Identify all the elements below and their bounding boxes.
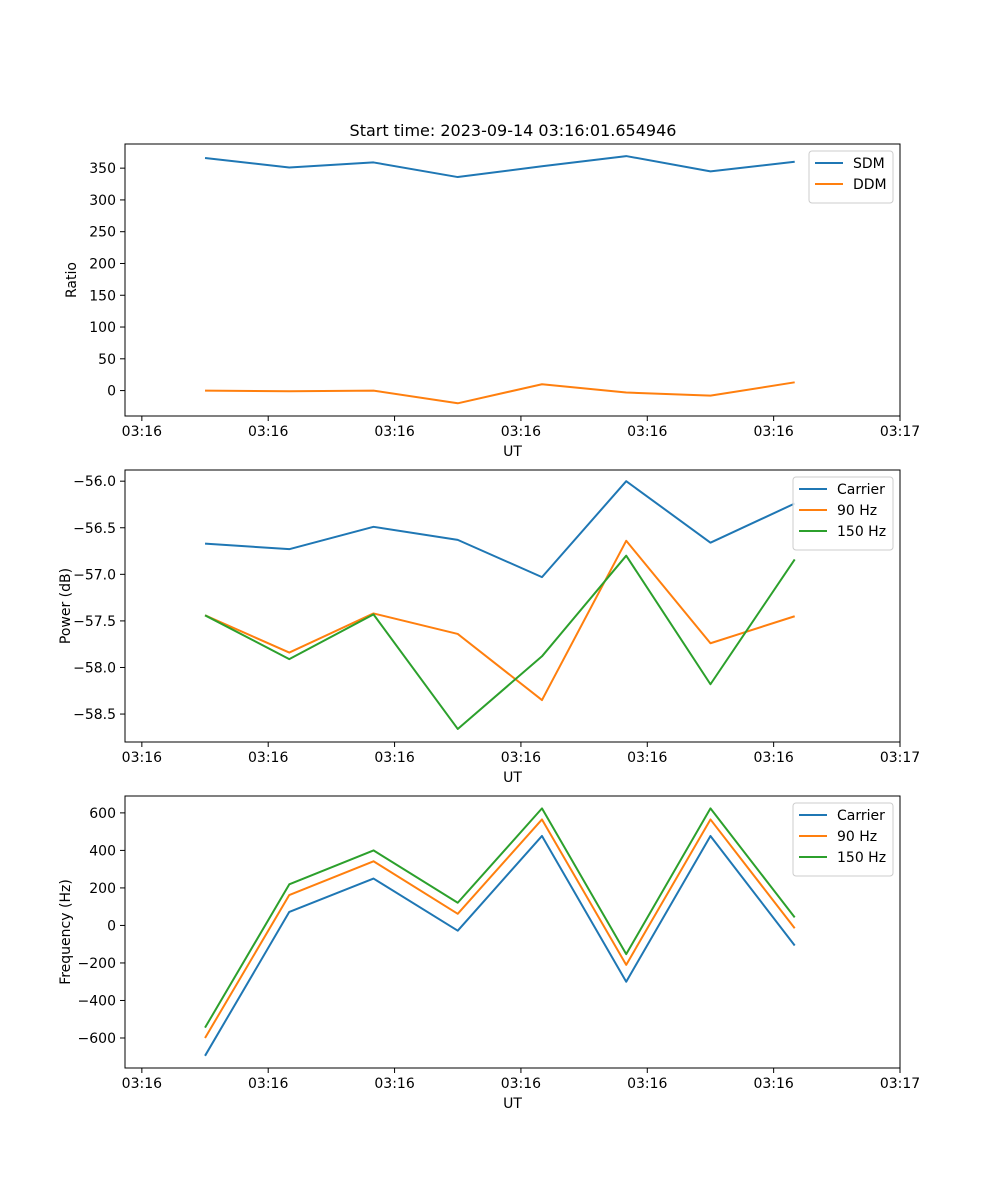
- ratio-y-tick-label: 0: [107, 384, 116, 400]
- frequency-panel: 03:16 03:16 03:16 03:16 03:16 03:16 03:17 −600 −…: [58, 795, 920, 1112]
- frequency-y-tick-label: −600: [78, 1031, 116, 1047]
- power-series-90-hz-line: [204, 539, 796, 702]
- ratio-legend-label-sdm: SDM: [853, 156, 885, 172]
- power-x-tick-label: 03:17: [880, 750, 920, 766]
- frequency-axes-frame: [124, 795, 901, 1069]
- ratio-series-sdm-line: [204, 155, 795, 179]
- frequency-x-tick-label: 03:16: [374, 1076, 414, 1092]
- ratio-x-axis-label: UT: [503, 444, 522, 460]
- power-y-tick-label: −56.5: [73, 521, 116, 537]
- frequency-x-tick-label: 03:16: [627, 1076, 667, 1092]
- frequency-y-tick-label: 600: [89, 806, 116, 822]
- ratio-y-tick-label: 50: [98, 352, 116, 368]
- frequency-x-tick-label: 03:16: [501, 1076, 541, 1092]
- power-y-tick-label: −58.5: [73, 707, 116, 723]
- frequency-y-tick-label: 0: [107, 918, 116, 934]
- ratio-y-tick-label: 250: [89, 225, 116, 241]
- power-legend-label-90-hz: 90 Hz: [837, 503, 877, 519]
- power-series-150-hz-line: [204, 554, 796, 730]
- frequency-x-tick-label: 03:16: [122, 1076, 162, 1092]
- frequency-y-tick-label: 400: [89, 843, 116, 859]
- ratio-axes-frame: [124, 143, 901, 417]
- frequency-series-90-hz-line: [204, 818, 796, 1039]
- power-x-tick-label: 03:16: [627, 750, 667, 766]
- frequency-y-axis-label: Frequency (Hz): [58, 879, 74, 985]
- power-x-tick-label: 03:16: [501, 750, 541, 766]
- power-y-tick-label: −57.5: [73, 614, 116, 630]
- frequency-x-axis-label: UT: [503, 1096, 522, 1112]
- ratio-y-tick-label: 350: [89, 161, 116, 177]
- frequency-x-tick-label: 03:16: [248, 1076, 288, 1092]
- ratio-y-axis-label: Ratio: [64, 262, 80, 298]
- ratio-series-ddm-line: [205, 381, 795, 405]
- power-series-carrier-line: [204, 480, 796, 579]
- ratio-panel: 03:16 03:16 03:16 03:16 03:16 03:16 03:17 0 50 10…: [64, 143, 920, 460]
- ratio-y-tick-label: 150: [89, 288, 116, 304]
- ratio-x-tick-label: 03:17: [880, 424, 920, 440]
- power-axes-frame: [124, 469, 901, 743]
- power-x-tick-label: 03:16: [248, 750, 288, 766]
- power-y-tick-label: −56.0: [73, 474, 116, 490]
- ratio-y-tick-label: 200: [89, 256, 116, 272]
- power-legend-label-carrier: Carrier: [837, 482, 885, 498]
- ratio-legend-label-ddm: DDM: [853, 177, 887, 193]
- power-x-tick-label: 03:16: [753, 750, 793, 766]
- power-y-tick-label: −58.0: [73, 660, 116, 676]
- power-legend-label-150-hz: 150 Hz: [837, 524, 886, 540]
- power-x-tick-label: 03:16: [122, 750, 162, 766]
- ratio-x-tick-label: 03:16: [753, 424, 793, 440]
- ratio-x-tick-label: 03:16: [374, 424, 414, 440]
- frequency-legend-label-150-hz: 150 Hz: [837, 850, 886, 866]
- frequency-x-tick-label: 03:16: [753, 1076, 793, 1092]
- power-x-axis-label: UT: [503, 770, 522, 786]
- ratio-y-tick-label: 100: [89, 320, 116, 336]
- ratio-y-tick-label: 300: [89, 193, 116, 209]
- power-y-tick-label: −57.0: [73, 567, 116, 583]
- frequency-y-tick-label: −200: [78, 956, 116, 972]
- frequency-series-carrier-line: [204, 834, 796, 1057]
- frequency-x-tick-label: 03:17: [880, 1076, 920, 1092]
- power-panel: 03:16 03:16 03:16 03:16 03:16 03:16 03:17 −58.5…: [58, 469, 920, 786]
- frequency-series-150-hz-line: [204, 807, 796, 1029]
- ratio-x-tick-label: 03:16: [627, 424, 667, 440]
- frequency-legend-label-90-hz: 90 Hz: [837, 829, 877, 845]
- ratio-x-tick-label: 03:16: [501, 424, 541, 440]
- ratio-x-tick-label: 03:16: [122, 424, 162, 440]
- ratio-x-tick-label: 03:16: [248, 424, 288, 440]
- frequency-y-tick-label: −400: [78, 993, 116, 1009]
- figure-title: Start time: 2023-09-14 03:16:01.654946: [350, 121, 677, 140]
- frequency-legend-label-carrier: Carrier: [837, 808, 885, 824]
- power-y-axis-label: Power (dB): [58, 568, 74, 644]
- power-x-tick-label: 03:16: [374, 750, 414, 766]
- frequency-y-tick-label: 200: [89, 881, 116, 897]
